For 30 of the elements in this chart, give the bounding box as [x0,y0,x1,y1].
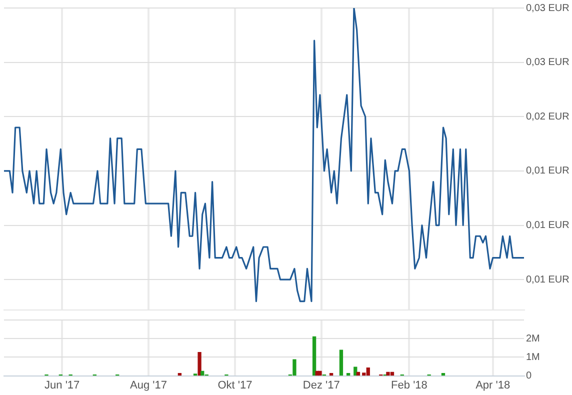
y-tick-label: 0,01 EUR [526,274,570,286]
bar [178,373,182,376]
bar [356,372,360,376]
bar [354,366,358,376]
y-tick-label: 0,03 EUR [526,57,570,68]
bar [329,373,334,376]
x-tick-label: Apr '18 [476,379,510,392]
bar [366,367,370,376]
bar [318,370,322,376]
bar [346,373,350,376]
y-tick-label: 0 [526,370,532,382]
y-tick-label: 1M [526,352,540,363]
y-tick-label: 0,02 EUR [526,111,570,122]
x-tick-label: Jun '17 [44,379,80,392]
y-tick-label: 0,01 EUR [526,166,570,177]
x-tick-label: Okt '17 [218,379,252,392]
x-tick-label: Feb '18 [391,379,428,392]
bar [339,350,344,376]
bar [198,352,202,376]
y-tick-label: 0,03 EUR [526,2,570,14]
bar [292,359,296,376]
bar [200,370,204,376]
x-tick-label: Dez '17 [302,379,340,392]
bar [312,336,316,376]
bar [390,372,394,376]
bar [441,373,446,376]
y-tick-label: 0,01 EUR [526,220,570,232]
bar [386,372,390,376]
y-tick-label: 2M [526,333,540,344]
x-tick-label: Aug '17 [130,379,168,392]
